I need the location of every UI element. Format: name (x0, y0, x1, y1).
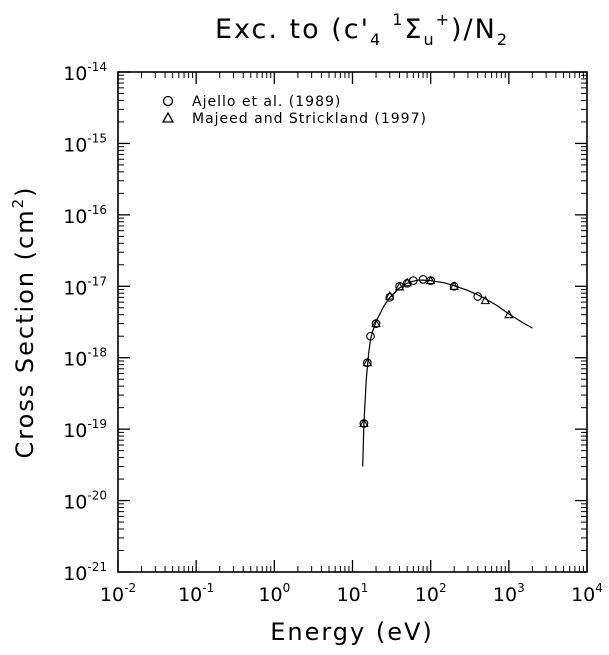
ajello-data-point (385, 293, 395, 302)
legend-label-ajello: Ajello et al. (1989) (192, 94, 341, 110)
x-tick-label: 104 (571, 581, 603, 606)
y-tick-label: 10-20 (63, 489, 107, 514)
legend-label-majeed: Majeed and Strickland (1997) (192, 111, 427, 127)
y-tick-label: 10-14 (63, 60, 107, 85)
majeed-data-point (371, 318, 381, 328)
y-tick-labels: 10-14 10-15 10-16 10-17 10-18 10-19 10-20 10-21 (63, 60, 107, 585)
minor-ticks (118, 72, 587, 572)
legend-circle-marker (162, 95, 174, 107)
x-tick-label: 103 (493, 581, 525, 606)
major-ticks (117, 71, 588, 573)
x-axis-label: Energy (eV) (270, 618, 434, 646)
chart-title: Exc. to (c'41Σu+)/N2 (215, 10, 509, 49)
x-tick-label: 102 (415, 581, 447, 606)
legend: Ajello et al. (1989) Majeed and Strickla… (161, 94, 427, 127)
legend-triangle-marker (161, 111, 175, 123)
plot-series (359, 275, 533, 467)
y-tick-label: 10-18 (63, 346, 107, 371)
fit-curve (362, 279, 533, 467)
y-tick-label: 10-19 (63, 417, 107, 442)
y-axis-label: Cross Section (cm2) (9, 185, 39, 458)
majeed-data-point (504, 309, 514, 319)
x-tick-label: 100 (258, 581, 290, 606)
y-tick-label: 10-16 (63, 203, 107, 228)
x-tick-label: 10-2 (100, 581, 136, 606)
y-tick-label: 10-15 (63, 131, 107, 156)
y-tick-label: 10-21 (63, 560, 107, 585)
x-tick-labels: 10-2 10-1 100 101 102 103 104 (100, 581, 603, 606)
x-tick-label: 101 (337, 581, 369, 606)
y-tick-label: 10-17 (63, 274, 107, 299)
x-tick-label: 10-1 (178, 581, 214, 606)
